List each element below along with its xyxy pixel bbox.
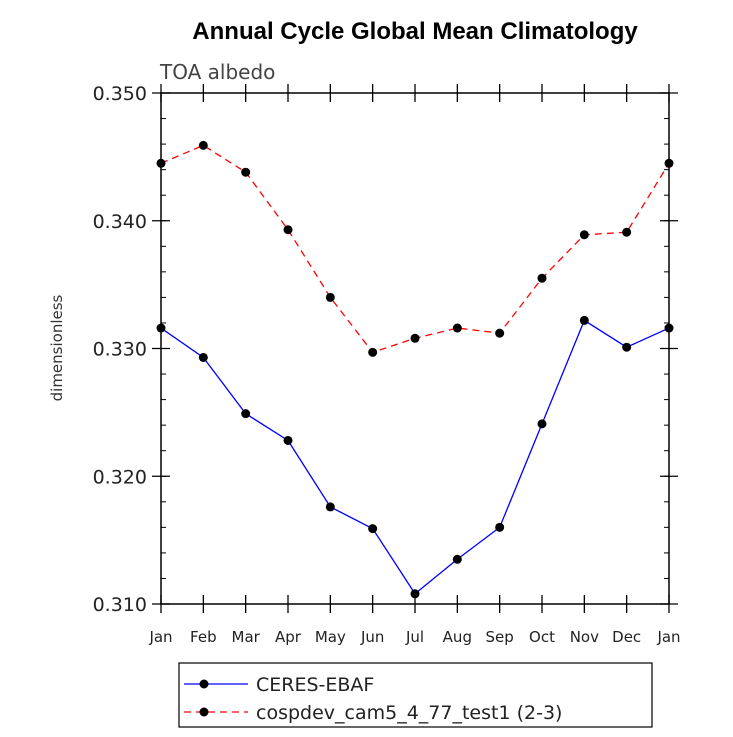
x-tick-label: Nov [570, 628, 599, 646]
legend-marker-2 [199, 707, 209, 717]
y-tick-label: 0.310 [93, 594, 147, 616]
series-1-point [325, 502, 335, 512]
chart-subtitle: TOA albedo [159, 60, 275, 84]
series-2-point [198, 140, 208, 150]
x-tick-label: Aug [443, 628, 472, 646]
series-2-point [283, 225, 293, 235]
x-tick-label: May [315, 628, 346, 646]
legend-marker-1 [199, 679, 209, 689]
x-tick-label: Jan [656, 628, 680, 646]
x-tick-label: Feb [190, 628, 217, 646]
series-2-point [622, 227, 632, 237]
series-2-point [537, 273, 547, 283]
series-2-point [368, 347, 378, 357]
x-tick-label: Sep [486, 628, 514, 646]
series-2-point [452, 323, 462, 333]
series-1-point [664, 323, 674, 333]
series-line-1 [160, 319, 670, 595]
chart-title: Annual Cycle Global Mean Climatology [192, 18, 638, 45]
series-group [156, 140, 674, 599]
series-line-2 [160, 144, 670, 354]
y-tick-label: 0.320 [93, 466, 147, 488]
x-tick-label: Oct [529, 628, 555, 646]
y-tick-label: 0.350 [93, 83, 147, 105]
series-2-point [156, 158, 166, 168]
series-1-point [156, 323, 166, 333]
series-1-point [368, 524, 378, 534]
plot-frame [160, 92, 670, 605]
legend-label-2: cospdev_cam5_4_77_test1 (2-3) [256, 702, 562, 724]
series-2-point [579, 230, 589, 240]
series-1-point [495, 522, 505, 532]
legend-items: CERES-EBAF cospdev_cam5_4_77_test1 (2-3) [184, 674, 562, 724]
series-1-point [410, 589, 420, 599]
x-tick-label: Mar [232, 628, 261, 646]
series-2-point [410, 333, 420, 343]
x-tick-label: Apr [275, 628, 302, 646]
series-1-point [241, 409, 251, 419]
legend-label-1: CERES-EBAF [256, 674, 374, 696]
y-tick-label: 0.330 [93, 339, 147, 361]
series-1-point [283, 435, 293, 445]
series-1-point [198, 352, 208, 362]
y-tick-label: 0.340 [93, 211, 147, 233]
y-axis-label: dimensionless [48, 294, 66, 401]
x-tick-label: Jun [360, 628, 384, 646]
series-2-point [664, 158, 674, 168]
series-2-point [325, 292, 335, 302]
series-1-point [579, 315, 589, 325]
x-tick-label: Dec [612, 628, 641, 646]
series-1-point [622, 342, 632, 352]
series-1-point [537, 419, 547, 429]
series-1-point [452, 554, 462, 564]
legend-box [178, 662, 653, 728]
x-tick-label: Jan [148, 628, 172, 646]
x-tick-label: Jul [405, 628, 424, 646]
series-2-point [495, 328, 505, 338]
series-2-point [241, 167, 251, 177]
axis-ticks: 0.310 0.320 0.330 0.340 0.350 Jan Feb Mar Apr May… [93, 83, 681, 646]
legend: CERES-EBAF cospdev_cam5_4_77_test1 (2-3) [178, 662, 653, 728]
